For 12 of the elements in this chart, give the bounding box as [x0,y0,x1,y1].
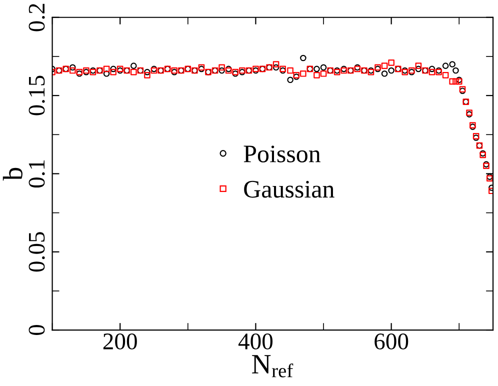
legend-label: Poisson [244,146,321,162]
x-axis-title: N$_{ref}$ [252,355,294,378]
x-tick-label: 400 [238,333,273,350]
y-tick-label: 0 [28,325,45,336]
y-axis-title: b [2,168,22,181]
y-tick-label: 0.2 [28,4,45,32]
y-tick-label: 0.05 [28,232,45,272]
x-tick-label: 200 [103,333,137,350]
legend-label: Gaussian [244,180,334,198]
x-tick-label: 600 [374,333,408,350]
y-tick-label: 0.15 [28,76,45,116]
y-tick-label: 0.1 [28,160,45,188]
